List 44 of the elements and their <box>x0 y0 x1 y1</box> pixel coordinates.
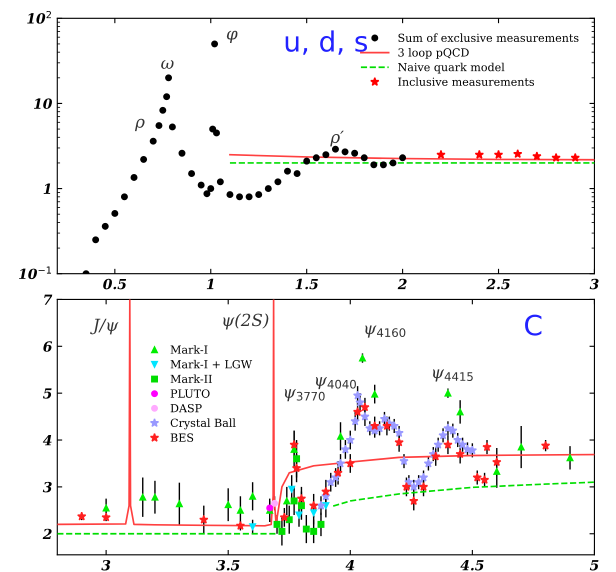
x-tick-label: 0.5 <box>103 278 126 290</box>
x-tick-label: 2.5 <box>486 278 510 290</box>
legend-label: PLUTO <box>170 389 210 398</box>
x-tick-label: 4 <box>346 560 354 570</box>
y-tick-label: 10$^{2}$ <box>27 10 51 24</box>
x-tick-label: 1.5 <box>296 278 318 290</box>
x-tick-label: 5 <box>590 560 598 570</box>
annotation: u, d, s <box>286 30 368 55</box>
y-tick-label: 3 <box>42 482 52 492</box>
annotation: ω <box>161 60 174 69</box>
legend-label: 3 loop pQCD <box>398 48 469 59</box>
annotation: J/ψ <box>90 318 118 334</box>
annotation: ψ$_{4160}$ <box>365 325 406 338</box>
y-tick-label: 6 <box>43 341 52 352</box>
y-tick-label: 5 <box>43 388 52 399</box>
x-tick-label: 2 <box>398 278 407 290</box>
annotation: ψ$_{4040}$ <box>316 377 356 390</box>
x-tick-label: 1 <box>206 278 214 290</box>
x-tick-label: 3 <box>101 560 110 570</box>
y-tick-label: 10 <box>34 98 52 109</box>
y-tick-label: 2 <box>42 528 52 540</box>
annotation: ρ <box>134 118 145 132</box>
legend-label: Naive quark model <box>398 62 504 74</box>
y-tick-label: 10$^{−1}$ <box>19 266 52 280</box>
annotation: C <box>525 314 542 336</box>
y-tick-label: 1 <box>44 184 50 194</box>
annotation: ψ(2S) <box>223 313 268 330</box>
x-tick-label: 3.5 <box>216 560 240 570</box>
x-tick-label: 3 <box>590 278 599 290</box>
legend-label: Sum of exclusive measurements <box>398 33 578 42</box>
annotation: ψ$_{4415}$ <box>433 369 473 382</box>
y-tick-label: 4 <box>42 434 52 446</box>
legend-label: Mark-I + LGW <box>170 360 252 368</box>
annotation: ψ$_{3770}$ <box>284 389 325 402</box>
legend-label: BES <box>170 433 194 442</box>
x-tick-label: 4.5 <box>460 560 484 570</box>
legend-label: Mark-II <box>170 374 212 384</box>
legend-label: DASP <box>170 404 202 412</box>
annotation: φ <box>226 30 238 43</box>
legend-label: Crystal Ball <box>170 418 236 430</box>
legend-label: Inclusive measurements <box>398 77 534 86</box>
y-tick-label: 7 <box>44 294 52 305</box>
annotation: ρ′ <box>330 130 344 146</box>
legend-label: Mark-I <box>170 345 208 354</box>
